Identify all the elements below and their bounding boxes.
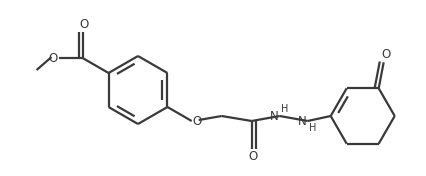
Text: O: O bbox=[79, 18, 88, 31]
Text: N: N bbox=[298, 115, 307, 127]
Text: O: O bbox=[381, 48, 390, 61]
Text: H: H bbox=[309, 123, 316, 133]
Text: N: N bbox=[270, 109, 279, 122]
Text: O: O bbox=[48, 52, 58, 64]
Text: O: O bbox=[248, 150, 257, 163]
Text: H: H bbox=[281, 104, 288, 114]
Text: O: O bbox=[193, 115, 202, 127]
